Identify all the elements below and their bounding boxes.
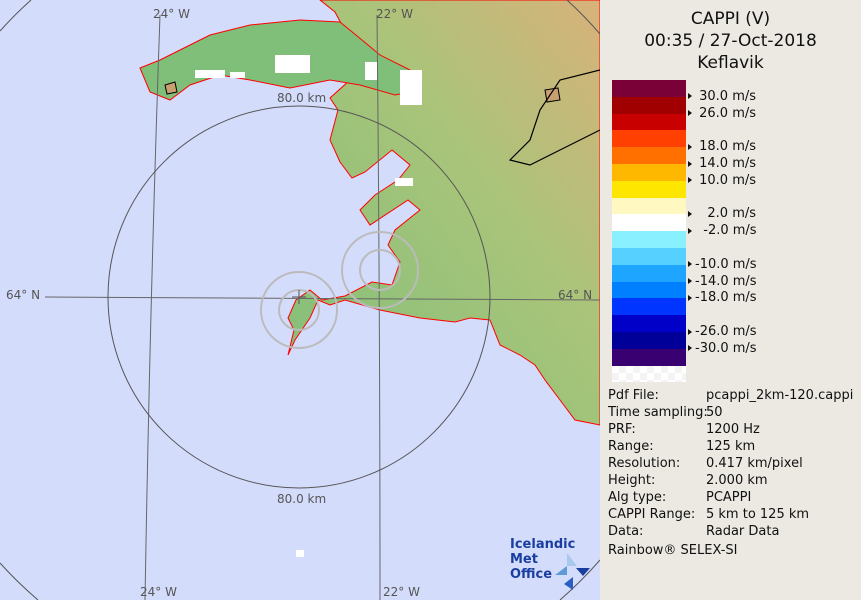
info-key: Range: [608,439,654,454]
range-label: 80.0 km [277,91,327,105]
info-row: PRF: 1200 Hz [608,422,760,437]
legend-band [612,180,686,199]
glacier-outline [164,81,178,95]
legend-band [612,113,686,131]
radar-map[interactable]: 24° W 22° W 24° W 22° W 64° N 64° N 80.0… [0,0,600,600]
info-row: CAPPI Range: 5 km to 125 km [608,507,809,522]
info-key: CAPPI Range: [608,507,696,522]
info-value: 0.417 km/pixel [706,456,803,471]
legend-tick-label: 26.0 m/s [688,106,756,121]
legend-band [612,197,686,215]
info-key: Resolution: [608,456,681,471]
info-value: 50 [706,405,723,420]
info-row: Pdf File: pcappi_2km-120.cappi [608,388,853,403]
legend-tick-label: -14.0 m/s [688,274,757,289]
info-value: PCAPPI [706,490,752,505]
info-value: Radar Data [706,524,780,539]
info-key: Height: [608,473,656,488]
lat-label: 64° N [558,288,593,302]
lat-label: 64° N [6,288,41,302]
info-row: Range: 125 km [608,439,755,454]
site-name: Keflavik [697,53,764,73]
legend-band [612,214,686,232]
product-title: CAPPI (V) [690,9,771,29]
range-label: 80.0 km [277,492,327,506]
info-row: Alg type: PCAPPI [608,490,751,505]
imo-logo-icon [555,553,590,590]
legend-tick-label: 30.0 m/s [688,89,756,104]
info-value: 1200 Hz [706,422,760,437]
legend-band [612,264,686,283]
lon-label: 24° W [153,7,190,21]
legend-tick-label: -10.0 m/s [688,257,757,272]
legend-tick-label: 2.0 m/s [688,206,756,221]
lon-label: 22° W [376,7,413,21]
legend-band [612,96,686,115]
legend-band [612,130,686,148]
legend-tick-label: -30.0 m/s [688,341,757,356]
info-value: 125 km [706,439,756,454]
graticule [44,14,600,600]
info-value: 5 km to 125 km [706,507,810,522]
info-row: Height: 2.000 km [608,473,768,488]
legend-band [612,348,686,367]
legend-tick-label: 18.0 m/s [688,139,756,154]
lon-label: 24° W [140,585,177,599]
info-key: Pdf File: [608,388,659,403]
logo-line: Icelandic Met [510,537,576,567]
legend-tick-label: 14.0 m/s [688,156,756,171]
info-value: pcappi_2km-120.cappi [706,388,854,403]
legend-band [612,80,686,98]
legend-band [612,231,686,249]
info-row: Resolution: 0.417 km/pixel [608,456,803,471]
legend-band [612,164,686,182]
info-key: Alg type: [608,490,667,505]
legend-tick-label: 10.0 m/s [688,173,756,188]
info-key: Data: [608,524,644,539]
info-panel: CAPPI (V) 00:35 / 27-Oct-2018 Keflavik 3… [600,0,861,600]
no-data-patches [195,55,422,557]
datetime: 00:35 / 27-Oct-2018 [644,31,817,51]
land-mainland [287,0,600,426]
legend-tick-label: -18.0 m/s [688,290,757,305]
legend-band [612,147,686,165]
region-outline [508,69,600,166]
legend-tick-label: -2.0 m/s [688,223,756,238]
logo-line: Office [510,567,553,582]
info-row: Time sampling: 50 [608,405,723,420]
info-value: 2.000 km [706,473,768,488]
lon-label: 22° W [383,585,420,599]
legend-tick-label: -26.0 m/s [688,324,757,339]
legend-band [612,332,686,350]
legend-band [612,315,686,333]
legend-band [612,281,686,299]
info-key: PRF: [608,422,636,437]
legend-band [612,298,686,316]
range-rings [0,0,600,600]
outer-range-ring [0,0,600,600]
credit: Rainbow® SELEX-SI [608,543,738,558]
info-row: Data: Radar Data [608,524,779,539]
legend-no-data [612,365,686,382]
imo-logo: Icelandic Met Office [510,537,600,582]
info-key: Time sampling: [608,405,708,420]
legend-band [612,248,686,266]
map-canvas [0,0,600,600]
